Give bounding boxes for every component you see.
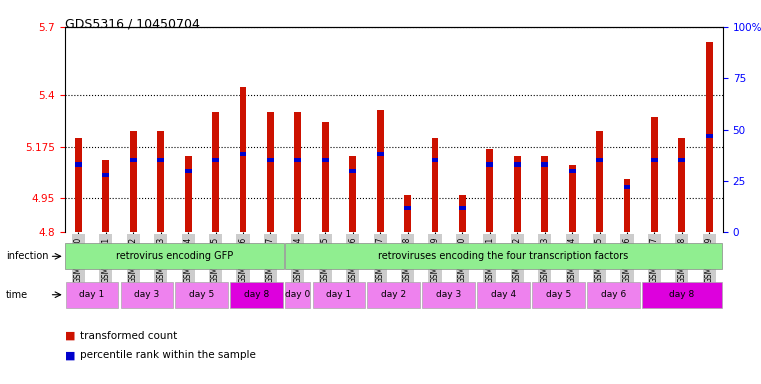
- Text: day 5: day 5: [189, 290, 215, 299]
- Text: ■: ■: [65, 331, 75, 341]
- Bar: [231, 282, 283, 308]
- Bar: [158, 131, 164, 232]
- Bar: [285, 282, 310, 308]
- Bar: [267, 113, 274, 232]
- Text: day 0: day 0: [285, 290, 310, 299]
- Bar: [587, 282, 639, 308]
- Bar: [368, 282, 420, 308]
- Text: day 1: day 1: [79, 290, 105, 299]
- Bar: [240, 88, 247, 232]
- Bar: [568, 169, 575, 173]
- Bar: [459, 195, 466, 232]
- Text: day 6: day 6: [600, 290, 626, 299]
- Text: retrovirus encoding GFP: retrovirus encoding GFP: [116, 251, 233, 262]
- Bar: [651, 158, 658, 162]
- Text: infection: infection: [6, 251, 49, 261]
- Bar: [568, 165, 575, 232]
- Text: day 1: day 1: [326, 290, 352, 299]
- Bar: [422, 282, 475, 308]
- Bar: [459, 205, 466, 210]
- Text: retroviruses encoding the four transcription factors: retroviruses encoding the four transcrip…: [378, 251, 629, 262]
- Bar: [185, 169, 192, 173]
- Text: percentile rank within the sample: percentile rank within the sample: [80, 350, 256, 360]
- Bar: [642, 282, 722, 308]
- Bar: [75, 137, 82, 232]
- Bar: [596, 131, 603, 232]
- Bar: [103, 173, 110, 177]
- Bar: [240, 152, 247, 156]
- Bar: [651, 117, 658, 232]
- Text: ■: ■: [65, 350, 75, 360]
- Bar: [377, 152, 384, 156]
- Text: transformed count: transformed count: [80, 331, 177, 341]
- Bar: [65, 282, 119, 308]
- Bar: [705, 42, 712, 232]
- Text: day 2: day 2: [381, 290, 406, 299]
- Bar: [623, 185, 630, 189]
- Bar: [596, 158, 603, 162]
- Text: day 4: day 4: [491, 290, 516, 299]
- Bar: [477, 282, 530, 308]
- Text: GDS5316 / 10450704: GDS5316 / 10450704: [65, 17, 199, 30]
- Bar: [176, 282, 228, 308]
- Bar: [404, 195, 411, 232]
- Bar: [541, 156, 548, 232]
- Bar: [121, 282, 174, 308]
- Bar: [431, 158, 438, 162]
- Bar: [532, 282, 584, 308]
- Text: day 3: day 3: [436, 290, 461, 299]
- Text: time: time: [6, 290, 28, 300]
- Bar: [678, 158, 685, 162]
- Bar: [486, 162, 493, 167]
- Bar: [212, 158, 219, 162]
- Bar: [158, 158, 164, 162]
- Text: day 8: day 8: [244, 290, 269, 299]
- Bar: [541, 162, 548, 167]
- Bar: [130, 131, 137, 232]
- Text: day 8: day 8: [669, 290, 695, 299]
- Bar: [623, 179, 630, 232]
- Bar: [514, 156, 521, 232]
- Bar: [313, 282, 365, 308]
- Bar: [285, 243, 722, 269]
- Bar: [322, 122, 329, 232]
- Bar: [103, 161, 110, 232]
- Text: day 3: day 3: [135, 290, 160, 299]
- Bar: [75, 162, 82, 167]
- Bar: [295, 158, 301, 162]
- Bar: [295, 113, 301, 232]
- Bar: [678, 137, 685, 232]
- Bar: [212, 113, 219, 232]
- Bar: [705, 134, 712, 138]
- Bar: [130, 158, 137, 162]
- Bar: [349, 156, 356, 232]
- Bar: [514, 162, 521, 167]
- Text: day 5: day 5: [546, 290, 571, 299]
- Bar: [349, 169, 356, 173]
- Bar: [431, 137, 438, 232]
- Bar: [486, 149, 493, 232]
- Bar: [322, 158, 329, 162]
- Bar: [377, 110, 384, 232]
- Bar: [65, 243, 284, 269]
- Bar: [185, 156, 192, 232]
- Bar: [267, 158, 274, 162]
- Bar: [404, 205, 411, 210]
